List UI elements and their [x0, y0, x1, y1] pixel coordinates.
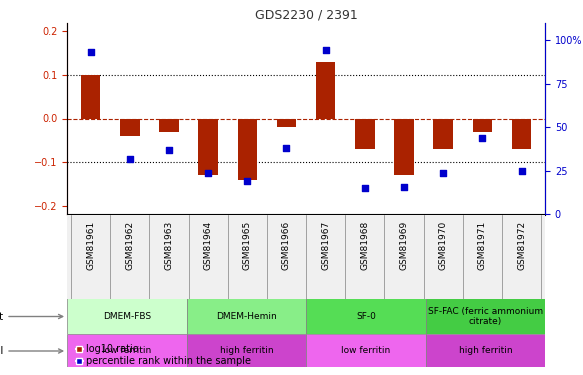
- Point: [517, 168, 526, 174]
- Text: high ferritin: high ferritin: [220, 346, 273, 355]
- Bar: [187, 334, 306, 368]
- Bar: [198, 118, 218, 175]
- Point: [438, 170, 448, 176]
- Point: [360, 185, 370, 191]
- Text: GSM81970: GSM81970: [439, 221, 448, 270]
- Bar: [81, 75, 100, 118]
- Bar: [187, 298, 306, 334]
- Text: GSM81971: GSM81971: [478, 221, 487, 270]
- Bar: [355, 118, 375, 149]
- Bar: [159, 118, 179, 132]
- Text: GSM81968: GSM81968: [360, 221, 370, 270]
- Point: [203, 170, 213, 176]
- Point: [164, 147, 174, 153]
- Bar: [394, 118, 414, 175]
- Bar: [67, 298, 187, 334]
- Text: growth protocol: growth protocol: [0, 346, 63, 356]
- Text: SF-0: SF-0: [356, 312, 376, 321]
- Text: GSM81961: GSM81961: [86, 221, 95, 270]
- Text: GSM81967: GSM81967: [321, 221, 330, 270]
- Point: [243, 178, 252, 184]
- Point: [125, 156, 135, 162]
- Text: GSM81966: GSM81966: [282, 221, 291, 270]
- Bar: [120, 118, 139, 136]
- Bar: [67, 334, 187, 368]
- Text: GSM81965: GSM81965: [243, 221, 252, 270]
- Bar: [306, 334, 426, 368]
- Point: [321, 47, 331, 53]
- Bar: [433, 118, 453, 149]
- Point: [399, 184, 409, 190]
- Bar: [306, 298, 426, 334]
- Text: low ferritin: low ferritin: [341, 346, 391, 355]
- Bar: [512, 118, 531, 149]
- Text: agent: agent: [0, 312, 63, 321]
- Text: DMEM-Hemin: DMEM-Hemin: [216, 312, 277, 321]
- Bar: [426, 334, 545, 368]
- Text: GSM81962: GSM81962: [125, 221, 134, 270]
- Point: [477, 135, 487, 141]
- Point: [86, 49, 95, 55]
- Bar: [277, 118, 296, 127]
- Text: low ferritin: low ferritin: [102, 346, 152, 355]
- Text: GSM81963: GSM81963: [164, 221, 173, 270]
- Text: DMEM-FBS: DMEM-FBS: [103, 312, 151, 321]
- Text: GSM81964: GSM81964: [203, 221, 213, 270]
- Text: SF-FAC (ferric ammonium
citrate): SF-FAC (ferric ammonium citrate): [428, 307, 543, 326]
- Text: GSM81972: GSM81972: [517, 221, 526, 270]
- Legend: log10 ratio, percentile rank within the sample: log10 ratio, percentile rank within the …: [72, 340, 255, 370]
- Text: high ferritin: high ferritin: [459, 346, 512, 355]
- Text: GSM81969: GSM81969: [399, 221, 409, 270]
- Bar: [426, 298, 545, 334]
- Title: GDS2230 / 2391: GDS2230 / 2391: [255, 8, 357, 21]
- Bar: [316, 62, 335, 118]
- Bar: [473, 118, 492, 132]
- Point: [282, 145, 291, 151]
- Bar: [237, 118, 257, 180]
